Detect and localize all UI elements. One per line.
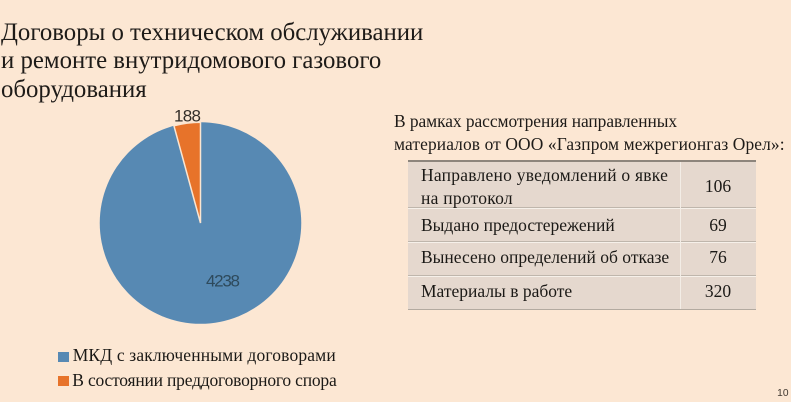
svg-text:188: 188 <box>174 107 201 126</box>
svg-text:4238: 4238 <box>206 272 240 291</box>
